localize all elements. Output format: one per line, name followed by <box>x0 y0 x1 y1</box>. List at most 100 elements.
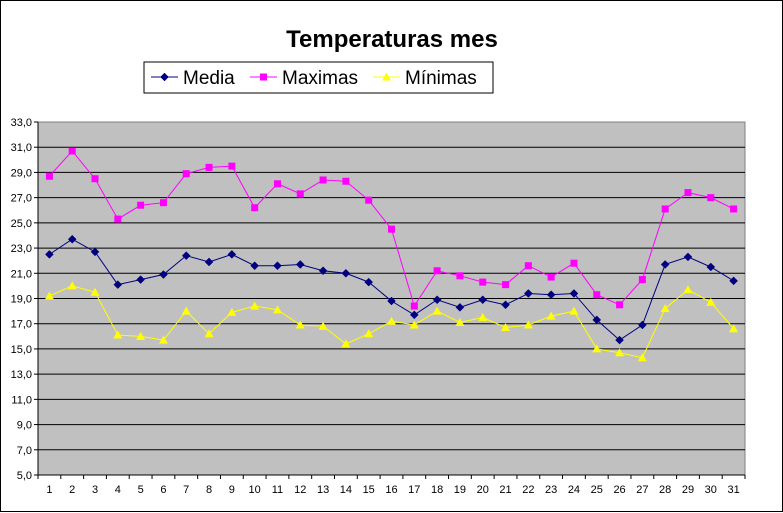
data-point <box>318 266 328 276</box>
data-point <box>729 324 739 333</box>
x-tick-label: 19 <box>454 484 466 496</box>
legend-label: Media <box>183 68 235 89</box>
data-point <box>250 261 260 271</box>
data-point <box>91 175 99 183</box>
y-tick-label: 23,0 <box>11 243 32 255</box>
data-point <box>706 262 716 272</box>
y-tick-label: 33,0 <box>11 117 32 129</box>
x-tick-label: 20 <box>477 484 489 496</box>
data-point <box>660 304 670 313</box>
data-point <box>159 199 167 207</box>
series-media <box>45 234 738 345</box>
chart-title: Temperaturas mes <box>286 26 498 53</box>
x-tick-label: 10 <box>249 484 261 496</box>
x-tick-label: 13 <box>317 484 329 496</box>
x-tick-label: 27 <box>636 484 648 496</box>
x-tick-label: 16 <box>385 484 397 496</box>
y-tick-label: 27,0 <box>11 193 32 205</box>
data-point <box>569 289 579 298</box>
x-tick-label: 25 <box>591 484 603 496</box>
y-tick-label: 21,0 <box>11 268 32 280</box>
legend-marker <box>260 73 267 81</box>
data-point <box>273 261 282 271</box>
x-tick-label: 18 <box>431 484 443 496</box>
data-point <box>456 272 464 280</box>
data-point <box>341 268 351 278</box>
data-point <box>660 260 670 269</box>
data-point <box>638 320 647 330</box>
data-point <box>227 250 237 259</box>
legend-marker <box>160 72 169 82</box>
x-tick-label: 4 <box>115 484 121 496</box>
x-tick-label: 9 <box>229 484 235 496</box>
data-point <box>593 291 601 299</box>
x-tick-label: 1 <box>46 484 52 496</box>
data-point <box>478 295 488 305</box>
x-tick-label: 7 <box>183 484 189 496</box>
x-tick-label: 2 <box>69 484 75 496</box>
data-point <box>90 287 100 296</box>
data-point <box>45 250 54 259</box>
data-point <box>319 176 327 184</box>
data-point <box>113 330 123 339</box>
data-point <box>365 196 373 204</box>
legend-label: Maximas <box>282 68 358 89</box>
x-tick-label: 14 <box>340 484 352 496</box>
data-point <box>364 277 374 287</box>
y-tick-label: 11,0 <box>11 394 32 406</box>
data-point <box>455 302 465 312</box>
x-tick-label: 23 <box>545 484 557 496</box>
data-point <box>228 162 236 170</box>
x-tick-label: 26 <box>613 484 625 496</box>
x-tick-label: 6 <box>160 484 166 496</box>
legend-item: Mínimas <box>373 68 477 89</box>
data-point <box>113 280 123 289</box>
x-tick-label: 5 <box>138 484 144 496</box>
data-point <box>410 302 418 310</box>
data-point <box>67 234 77 244</box>
data-point <box>182 170 190 178</box>
data-point <box>569 306 579 315</box>
data-point <box>683 285 693 294</box>
legend: Media Maximas Mínimas <box>151 68 477 89</box>
data-point <box>683 252 693 262</box>
data-point <box>387 316 396 325</box>
data-point <box>204 329 214 338</box>
x-tick-label: 28 <box>659 484 671 496</box>
data-point <box>137 201 145 209</box>
x-tick-label: 3 <box>92 484 98 496</box>
data-point <box>523 320 533 329</box>
data-point <box>432 306 442 315</box>
data-point <box>250 301 260 310</box>
y-axis-ticks: 33,0 31,0 29,0 27,0 25,0 23,0 21,0 19,0 17,0 15,0… <box>11 117 38 482</box>
x-tick-label: 12 <box>294 484 306 496</box>
x-tick-label: 15 <box>363 484 375 496</box>
data-point <box>707 194 715 202</box>
data-point <box>273 180 281 188</box>
data-point <box>730 205 738 213</box>
data-point <box>272 305 282 314</box>
data-point <box>318 321 328 330</box>
data-point <box>159 270 168 279</box>
legend-marker <box>382 72 391 81</box>
y-tick-label: 29,0 <box>11 167 32 179</box>
data-point <box>706 297 716 306</box>
data-point <box>501 322 511 331</box>
x-tick-label: 31 <box>727 484 739 496</box>
x-tick-label: 22 <box>522 484 534 496</box>
data-point <box>251 204 259 212</box>
y-tick-label: 7,0 <box>17 445 32 457</box>
series-maximas <box>45 147 738 310</box>
data-point <box>546 290 556 300</box>
data-point <box>227 307 237 316</box>
data-point <box>729 276 738 286</box>
data-point <box>341 339 351 348</box>
data-point <box>478 312 488 321</box>
data-point <box>547 273 555 281</box>
data-point <box>684 189 692 197</box>
data-point <box>158 335 168 344</box>
data-point <box>637 353 647 362</box>
data-point <box>295 320 305 329</box>
